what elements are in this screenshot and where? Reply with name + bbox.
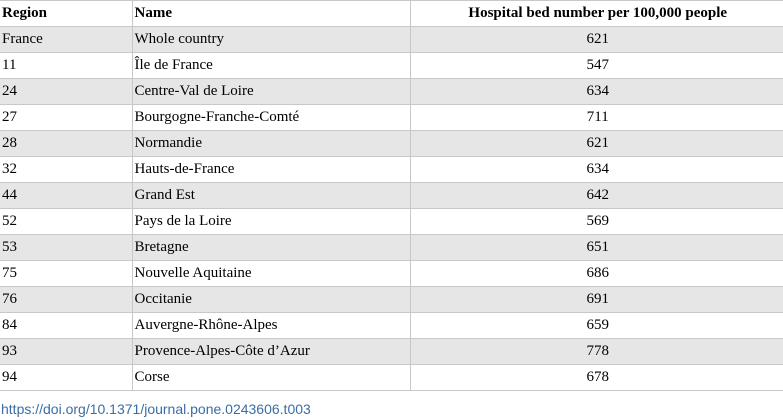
cell-region: 44 (0, 182, 133, 209)
cell-region: France (0, 26, 133, 53)
table-row: 32 Hauts-de-France 634 (0, 156, 783, 183)
table-row: 84 Auvergne-Rhône-Alpes 659 (0, 312, 783, 339)
doi-link[interactable]: https://doi.org/10.1371/journal.pone.024… (1, 401, 311, 417)
header-name: Name (132, 0, 411, 27)
cell-name: Bourgogne-Franche-Comté (132, 104, 411, 131)
cell-region: 11 (0, 52, 133, 79)
cell-name: Hauts-de-France (132, 156, 411, 183)
cell-name: Centre-Val de Loire (132, 78, 411, 105)
cell-beds: 569 (410, 208, 783, 235)
table-row: 44 Grand Est 642 (0, 182, 783, 209)
cell-beds: 621 (410, 26, 783, 53)
cell-beds: 634 (410, 156, 783, 183)
table-row: 93 Provence-Alpes-Côte d’Azur 778 (0, 338, 783, 365)
table-row: 28 Normandie 621 (0, 130, 783, 157)
cell-beds: 651 (410, 234, 783, 261)
table-body: France Whole country 621 11 Île de Franc… (0, 26, 783, 391)
cell-beds: 547 (410, 52, 783, 79)
table-header: Region Name Hospital bed number per 100,… (0, 0, 783, 27)
cell-region: 24 (0, 78, 133, 105)
cell-name: Grand Est (132, 182, 411, 209)
header-row: Region Name Hospital bed number per 100,… (0, 0, 783, 27)
cell-name: Île de France (132, 52, 411, 79)
cell-beds: 621 (410, 130, 783, 157)
cell-name: Bretagne (132, 234, 411, 261)
cell-name: Corse (132, 364, 411, 391)
cell-region: 53 (0, 234, 133, 261)
cell-region: 84 (0, 312, 133, 339)
table-row: 24 Centre-Val de Loire 634 (0, 78, 783, 105)
cell-region: 93 (0, 338, 133, 365)
cell-beds: 659 (410, 312, 783, 339)
cell-beds: 691 (410, 286, 783, 313)
cell-name: Pays de la Loire (132, 208, 411, 235)
cell-region: 94 (0, 364, 133, 391)
cell-region: 75 (0, 260, 133, 287)
hospital-beds-table: Region Name Hospital bed number per 100,… (0, 0, 783, 391)
cell-name: Normandie (132, 130, 411, 157)
cell-region: 52 (0, 208, 133, 235)
header-region: Region (0, 0, 133, 27)
cell-region: 32 (0, 156, 133, 183)
cell-beds: 778 (410, 338, 783, 365)
cell-name: Occitanie (132, 286, 411, 313)
table-row: 11 Île de France 547 (0, 52, 783, 79)
cell-region: 76 (0, 286, 133, 313)
cell-name: Provence-Alpes-Côte d’Azur (132, 338, 411, 365)
cell-beds: 686 (410, 260, 783, 287)
table-row: 53 Bretagne 651 (0, 234, 783, 261)
cell-name: Nouvelle Aquitaine (132, 260, 411, 287)
cell-beds: 634 (410, 78, 783, 105)
cell-beds: 642 (410, 182, 783, 209)
table-row: 94 Corse 678 (0, 364, 783, 391)
cell-beds: 711 (410, 104, 783, 131)
cell-name: Whole country (132, 26, 411, 53)
table-row: France Whole country 621 (0, 26, 783, 53)
cell-name: Auvergne-Rhône-Alpes (132, 312, 411, 339)
table-row: 27 Bourgogne-Franche-Comté 711 (0, 104, 783, 131)
table-row: 75 Nouvelle Aquitaine 686 (0, 260, 783, 287)
cell-region: 27 (0, 104, 133, 131)
header-beds: Hospital bed number per 100,000 people (410, 0, 783, 27)
table-row: 52 Pays de la Loire 569 (0, 208, 783, 235)
table-row: 76 Occitanie 691 (0, 286, 783, 313)
cell-region: 28 (0, 130, 133, 157)
cell-beds: 678 (410, 364, 783, 391)
